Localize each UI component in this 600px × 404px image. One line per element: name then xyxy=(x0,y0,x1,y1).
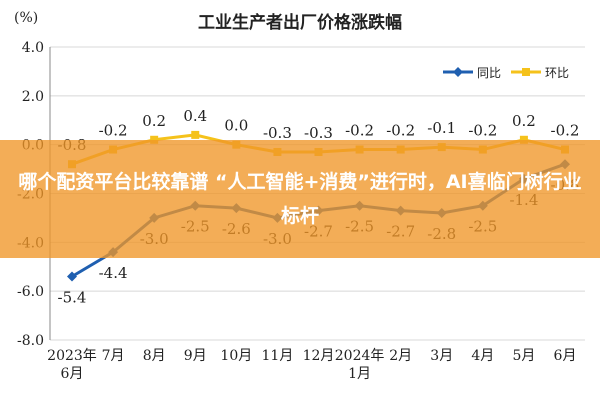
x-tick-line: 8月 xyxy=(143,348,166,364)
y-tick-label: -6.0 xyxy=(17,284,44,300)
x-tick-line: 9月 xyxy=(184,348,207,364)
legend-label: 同比 xyxy=(477,66,501,80)
x-tick-label: 5月 xyxy=(512,348,535,364)
x-tick-line: 10月 xyxy=(220,348,252,364)
value-label: -4.4 xyxy=(99,264,128,282)
x-tick-line: 11月 xyxy=(262,348,294,364)
value-label: -5.4 xyxy=(58,289,87,307)
point xyxy=(191,130,200,139)
point xyxy=(150,135,159,144)
value-label: -0.3 xyxy=(263,124,292,142)
x-tick-label: 10月 xyxy=(220,348,252,364)
value-label: -0.2 xyxy=(386,122,415,140)
x-tick-label: 9月 xyxy=(184,348,207,364)
chart-title: 工业生产者出厂价格涨跌幅 xyxy=(198,12,402,33)
x-tick-line: 5月 xyxy=(512,348,535,364)
x-tick-label: 2月 xyxy=(389,348,412,364)
legend-marker xyxy=(453,67,463,77)
x-tick-label: 7月 xyxy=(102,348,125,364)
legend-label: 环比 xyxy=(545,66,569,80)
x-tick-line: 4月 xyxy=(471,348,494,364)
x-tick-line: 7月 xyxy=(102,348,125,364)
value-label: -0.2 xyxy=(345,122,374,140)
x-tick-label: 2024年 1月 xyxy=(335,348,385,382)
x-tick-line: 6月 xyxy=(61,366,84,382)
x-tick-label: 11月 xyxy=(262,348,294,364)
y-tick-label: -8.0 xyxy=(17,333,44,349)
x-tick-label: 3月 xyxy=(430,348,453,364)
value-label: 0.2 xyxy=(142,112,166,130)
overlay-banner: 哪个配资平台比较靠谱 “人工智能+消费”进行时，AI喜临门树行业标杆 xyxy=(0,140,600,258)
value-label: -0.2 xyxy=(99,122,128,140)
x-tick-line: 6月 xyxy=(554,348,577,364)
x-tick-label: 6月 xyxy=(554,348,577,364)
value-label: -0.3 xyxy=(304,124,333,142)
point xyxy=(67,271,77,282)
legend-marker xyxy=(522,68,530,76)
x-tick-line: 2024年 xyxy=(335,348,385,364)
value-label: 0.0 xyxy=(224,117,248,135)
x-tick-line: 2023年 xyxy=(47,348,97,364)
x-tick-label: 8月 xyxy=(143,348,166,364)
value-label: 0.2 xyxy=(512,112,536,130)
x-tick-line: 2月 xyxy=(389,348,412,364)
value-label: -0.2 xyxy=(468,122,497,140)
point xyxy=(519,135,528,144)
x-tick-label: 4月 xyxy=(471,348,494,364)
value-label: -0.2 xyxy=(551,122,580,140)
value-label: -0.1 xyxy=(427,119,456,137)
x-tick-label: 12月 xyxy=(303,348,335,364)
y-tick-label: 2.0 xyxy=(22,89,44,105)
banner-text: 哪个配资平台比较靠谱 “人工智能+消费”进行时，AI喜临门树行业标杆 xyxy=(18,171,582,227)
x-tick-line: 1月 xyxy=(348,366,371,382)
y-axis-label: (%) xyxy=(14,10,38,26)
y-tick-label: 4.0 xyxy=(22,40,44,56)
x-tick-label: 2023年 6月 xyxy=(47,348,97,382)
x-tick-line: 12月 xyxy=(303,348,335,364)
x-tick-line: 3月 xyxy=(430,348,453,364)
value-label: 0.4 xyxy=(183,107,207,125)
